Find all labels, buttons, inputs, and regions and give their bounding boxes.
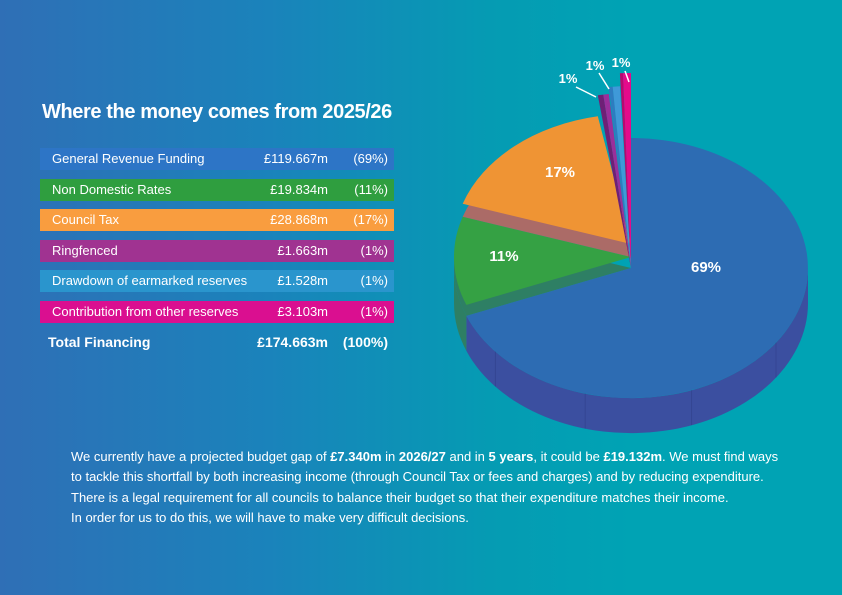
pie-leader-line xyxy=(575,86,597,98)
row-percent: (1%) xyxy=(360,303,388,319)
pie-fin-ringfenced xyxy=(603,94,631,268)
row-amount: £19.834m xyxy=(270,181,328,197)
pie-label-ringfenced: 1% xyxy=(559,71,578,86)
row-label: Non Domestic Rates xyxy=(52,181,172,197)
pie-label-general-revenue-funding: 69% xyxy=(691,259,721,276)
total-row: Total Financing £174.663m (100%) xyxy=(40,331,394,353)
page-title: Where the money comes from 2025/26 xyxy=(42,101,392,123)
total-label: Total Financing xyxy=(48,334,151,350)
pie-fin-side-contribution-from-other-reserves xyxy=(619,73,631,268)
row-amount: £3.103m xyxy=(277,303,328,319)
pie-label-contribution-from-other-reserves: 1% xyxy=(612,55,631,70)
pie-label-non-domestic-rates: 11% xyxy=(489,248,518,265)
row-amount: £1.663m xyxy=(277,242,328,258)
footer-line: In order for us to do this, we will have… xyxy=(71,509,469,525)
table-row: Non Domestic Rates £19.834m (11%) xyxy=(40,178,394,201)
funding-table: General Revenue Funding £119.667m (69%) Non… xyxy=(40,148,394,362)
pie-slice-council-tax xyxy=(462,116,631,244)
footer-line: to tackle this shortfall by both increas… xyxy=(71,469,764,485)
table-row: General Revenue Funding £119.667m (69%) xyxy=(40,148,394,170)
row-percent: (1%) xyxy=(360,273,388,288)
total-percent: (100%) xyxy=(342,334,388,350)
pie-slice-general-revenue-funding xyxy=(466,138,808,398)
row-percent: (17%) xyxy=(353,212,388,227)
row-amount: £1.528m xyxy=(277,273,328,288)
pie-fin-side-drawdown-of-earmarked-reserves xyxy=(608,86,631,268)
row-label: Drawdown of earmarked reserves xyxy=(52,273,248,288)
pie-slice-non-domestic-rates xyxy=(453,216,631,305)
table-row: Ringfenced £1.663m (1%) xyxy=(40,239,394,262)
pie-leader-line xyxy=(598,72,610,90)
row-label: Council Tax xyxy=(52,212,119,227)
row-label: Ringfenced xyxy=(52,242,118,258)
table-row: Contribution from other reserves £3.103m (… xyxy=(40,300,394,323)
row-amount: £119.667m xyxy=(263,151,328,166)
pie-chart: 69% 11% 17% 1% 1% 1% xyxy=(453,55,809,434)
table-row: Drawdown of earmarked reserves £1.528m (1%… xyxy=(40,270,394,292)
row-percent: (1%) xyxy=(360,242,388,258)
row-label: Contribution from other reserves xyxy=(52,303,239,319)
table-row: Council Tax £28.868m (17%) xyxy=(40,209,394,231)
row-percent: (11%) xyxy=(354,181,388,197)
pie-side-general-revenue-funding xyxy=(466,268,809,434)
pie-leader-line xyxy=(624,70,630,83)
pie-fin-drawdown-of-earmarked-reserves xyxy=(612,86,631,268)
pie-side-non-domestic-rates xyxy=(453,268,467,351)
pie-fin-contribution-from-other-reserves xyxy=(623,73,631,268)
pie-fin-side-ringfenced xyxy=(597,94,631,268)
row-percent: (69%) xyxy=(353,151,388,166)
total-amount: £174.663m xyxy=(257,334,328,350)
footer-line: There is a legal requirement for all cou… xyxy=(71,489,729,505)
pie-label-council-tax: 17% xyxy=(545,164,575,181)
footer-line: We currently have a projected budget gap… xyxy=(71,449,779,464)
pie-label-drawdown-of-earmarked-reserves: 1% xyxy=(586,58,605,73)
footer-note: We currently have a projected budget gap… xyxy=(71,447,781,528)
row-label: General Revenue Funding xyxy=(52,151,205,166)
row-amount: £28.868m xyxy=(270,212,328,227)
